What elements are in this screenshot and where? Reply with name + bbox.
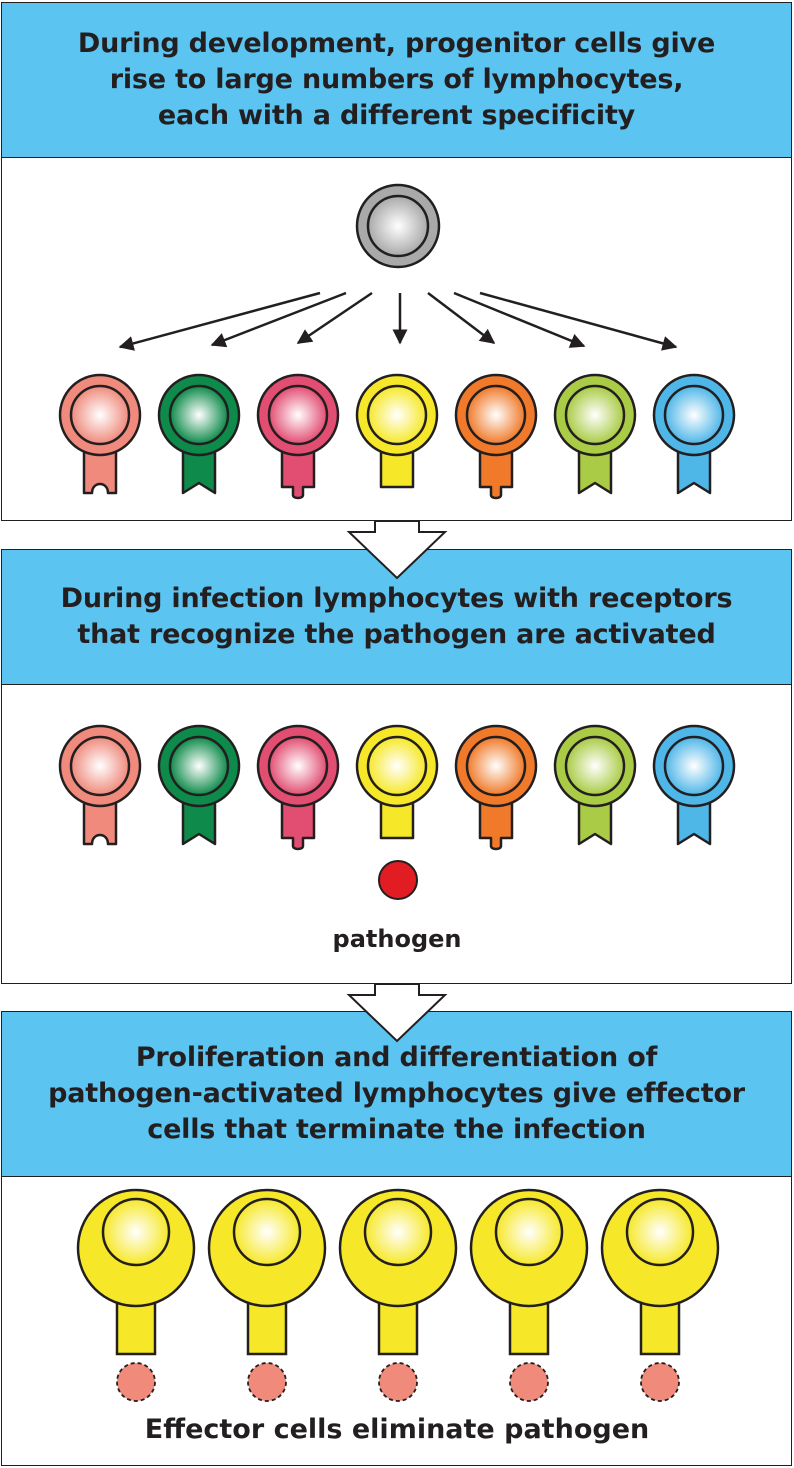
differentiation-arrow: [479, 291, 678, 351]
step2-title-line: During infection lymphocytes with recept…: [60, 583, 733, 614]
lymphocyte: [454, 373, 538, 500]
pathogen: [378, 860, 418, 900]
differentiation-arrow: [210, 291, 347, 348]
progenitor-cell: [355, 183, 441, 269]
lymphocyte: [355, 373, 439, 489]
lymphocyte: [652, 373, 736, 495]
step3-title-line: cells that terminate the infection: [147, 1114, 646, 1145]
differentiation-arrow: [453, 291, 586, 348]
eliminated-pathogen: [509, 1362, 549, 1402]
effector-cell: [600, 1188, 720, 1402]
eliminated-pathogen: [640, 1362, 680, 1402]
eliminated-pathogen: [247, 1362, 287, 1402]
step1-title-line: each with a different specificity: [157, 100, 636, 131]
lymphocyte: [157, 724, 241, 846]
effector-cell: [469, 1188, 589, 1402]
step1-title: During development, progenitor cells giv…: [78, 26, 715, 134]
lymphocyte: [652, 724, 736, 846]
step3-title-line: Proliferation and differentiation of: [135, 1042, 658, 1073]
effector-label: Effector cells eliminate pathogen: [144, 1414, 650, 1445]
step1-title-line: rise to large numbers of lymphocytes,: [109, 64, 684, 95]
lymphocyte: [256, 373, 340, 500]
lymphocyte: [553, 373, 637, 495]
pathogen-label: pathogen: [332, 925, 462, 953]
lymphocyte: [58, 373, 142, 495]
effector-cell-row: [76, 1188, 720, 1402]
step2-title-line: that recognize the pathogen are activate…: [77, 619, 716, 650]
differentiation-arrow: [296, 291, 373, 345]
lymphocyte: [157, 373, 241, 495]
lymphocyte: [256, 724, 340, 851]
step1-header: During development, progenitor cells giv…: [1, 2, 792, 158]
step3-title-line: pathogen-activated lymphocytes give effe…: [48, 1078, 745, 1109]
differentiation-arrow: [427, 292, 496, 344]
differentiation-arrow: [118, 291, 321, 351]
lymphocyte-row-infection: [58, 724, 736, 851]
differentiation-arrows: [118, 291, 678, 351]
step2-title: During infection lymphocytes with recept…: [61, 581, 733, 653]
effector-cell: [76, 1188, 196, 1402]
transition-arrow-1: [346, 520, 448, 580]
step1-title-line: During development, progenitor cells giv…: [77, 28, 716, 59]
lymphocyte: [553, 724, 637, 846]
step3-title: Proliferation and differentiation of pat…: [48, 1040, 745, 1148]
lymphocyte: [454, 724, 538, 851]
lymphocyte-row-development: [58, 373, 736, 500]
effector-cell: [338, 1188, 458, 1402]
lymphocyte: [58, 724, 142, 846]
lymphocyte: [355, 724, 439, 840]
effector-cell: [207, 1188, 327, 1402]
transition-arrow-2: [346, 983, 448, 1043]
eliminated-pathogen: [378, 1362, 418, 1402]
eliminated-pathogen: [116, 1362, 156, 1402]
